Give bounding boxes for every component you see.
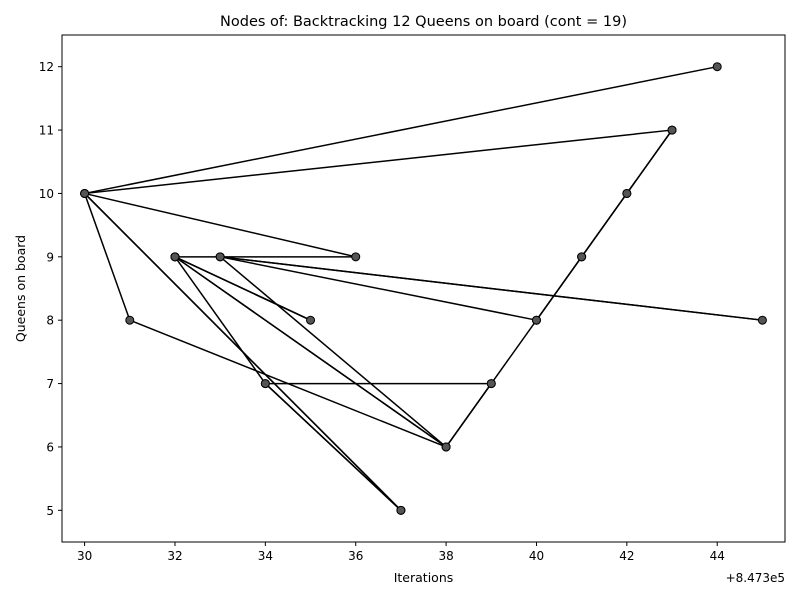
data-point [486, 379, 496, 389]
y-tick-label: 9 [46, 250, 54, 264]
data-point [622, 188, 632, 198]
series-segment [174, 256, 447, 448]
data-point [441, 442, 451, 452]
data-point [306, 315, 316, 325]
series-segment [174, 256, 311, 321]
data-point [712, 62, 722, 72]
x-tick-label: 40 [529, 549, 544, 563]
series-segment [219, 256, 447, 448]
y-tick-label: 6 [46, 440, 54, 454]
data-point [531, 315, 541, 325]
y-tick-label: 7 [46, 377, 54, 391]
y-tick-label: 11 [39, 124, 54, 138]
series-segment [84, 129, 673, 195]
x-tick-label: 30 [77, 549, 92, 563]
data-point [757, 315, 767, 325]
y-axis-ticks: 5 6 7 8 9 10 11 12 [39, 60, 62, 518]
data-point [577, 252, 587, 262]
data-point [351, 252, 361, 262]
series-segment [84, 65, 718, 195]
data-point [260, 379, 270, 389]
series-segment [220, 256, 537, 321]
plot-frame [61, 34, 786, 543]
series-segment [535, 256, 583, 321]
y-tick-label: 5 [46, 504, 54, 518]
x-tick-label: 44 [710, 549, 725, 563]
y-tick-label: 8 [46, 314, 54, 328]
series-segment [626, 129, 673, 194]
series-segment [83, 193, 131, 321]
data-point [667, 125, 677, 135]
data-point [170, 252, 180, 262]
x-tick-label: 38 [438, 549, 453, 563]
data-point [215, 252, 225, 262]
x-tick-label: 42 [619, 549, 634, 563]
series-segment [220, 256, 763, 321]
y-tick-label: 12 [39, 60, 54, 74]
y-axis-label: Queens on board [13, 235, 28, 342]
x-tick-label: 34 [258, 549, 273, 563]
series-segment [84, 192, 356, 258]
chart-title: Nodes of: Backtracking 12 Queens on boar… [220, 14, 627, 30]
data-point [125, 315, 135, 325]
series-segment [490, 319, 538, 384]
series-segment [84, 192, 402, 511]
series-segment [581, 193, 628, 258]
x-axis-offset-label: +8.473e5 [726, 571, 785, 585]
data-point [396, 505, 406, 515]
y-tick-label: 10 [39, 187, 54, 201]
series-segment [174, 256, 266, 384]
series-segment [264, 383, 402, 511]
data-point [80, 188, 90, 198]
x-tick-label: 32 [167, 549, 182, 563]
series-segment [129, 319, 447, 448]
x-tick-label: 36 [348, 549, 363, 563]
x-axis-label: Iterations [394, 570, 454, 585]
series-lines [83, 65, 763, 511]
series-segment [445, 383, 492, 448]
series-markers [80, 62, 767, 515]
x-axis-ticks: 30 32 34 36 38 40 42 44 [77, 542, 725, 563]
